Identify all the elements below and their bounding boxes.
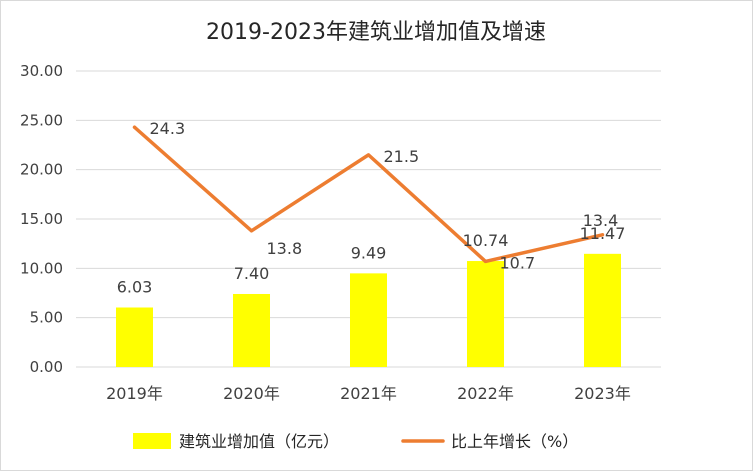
y-tick-label: 25.00 (20, 111, 63, 129)
x-tick-label: 2021年 (340, 384, 397, 403)
line-series (132, 125, 605, 264)
y-tick-label: 0.00 (30, 358, 63, 376)
data-labels: 6.03 7.40 9.49 10.74 11.47 24.3 13.8 21.5 10.7 13… (117, 119, 626, 296)
y-tick-label: 15.00 (20, 210, 63, 228)
bar (584, 253, 621, 367)
x-tick-label: 2023年 (574, 384, 631, 403)
legend-label-bar: 建筑业增加值（亿元） (179, 432, 339, 451)
bar (350, 273, 387, 367)
bar (467, 261, 504, 367)
x-tick-label: 2022年 (457, 384, 514, 403)
x-axis: 2019年 2020年 2021年 2022年 2023年 (106, 384, 631, 403)
line-data-label: 24.3 (150, 119, 186, 138)
bar-series (116, 253, 621, 367)
y-tick-label: 30.00 (20, 62, 63, 80)
legend-swatch-bar (133, 433, 171, 449)
bar (116, 307, 153, 367)
y-axis: 0.00 5.00 10.00 15.00 20.00 25.00 30.00 (20, 62, 63, 376)
legend-label-line: 比上年增长（%） (451, 432, 578, 451)
bar-data-label: 9.49 (351, 243, 387, 262)
line-point (133, 125, 136, 129)
legend: 建筑业增加值（亿元） 比上年增长（%） (133, 432, 578, 451)
line-point (367, 153, 370, 157)
x-tick-label: 2019年 (106, 384, 163, 403)
y-tick-label: 5.00 (30, 309, 63, 327)
line-path (132, 125, 605, 264)
bar-data-label: 7.40 (234, 264, 270, 283)
line-data-label: 13.8 (267, 239, 303, 258)
gridlines (76, 70, 661, 368)
y-tick-label: 10.00 (20, 259, 63, 277)
line-point (250, 229, 253, 233)
bar (233, 293, 270, 367)
line-point (484, 259, 487, 263)
line-data-label: 13.4 (583, 211, 619, 230)
line-point (601, 233, 604, 237)
line-data-label: 21.5 (384, 147, 420, 166)
bar-data-label: 10.74 (463, 231, 509, 250)
line-data-label: 10.7 (500, 253, 536, 272)
y-tick-label: 20.00 (20, 161, 63, 179)
bar-data-label: 11.47 (580, 224, 626, 243)
chart-title: 2019-2023年建筑业增加值及增速 (206, 20, 546, 45)
bar-data-label: 6.03 (117, 278, 153, 297)
x-tick-label: 2020年 (223, 384, 280, 403)
